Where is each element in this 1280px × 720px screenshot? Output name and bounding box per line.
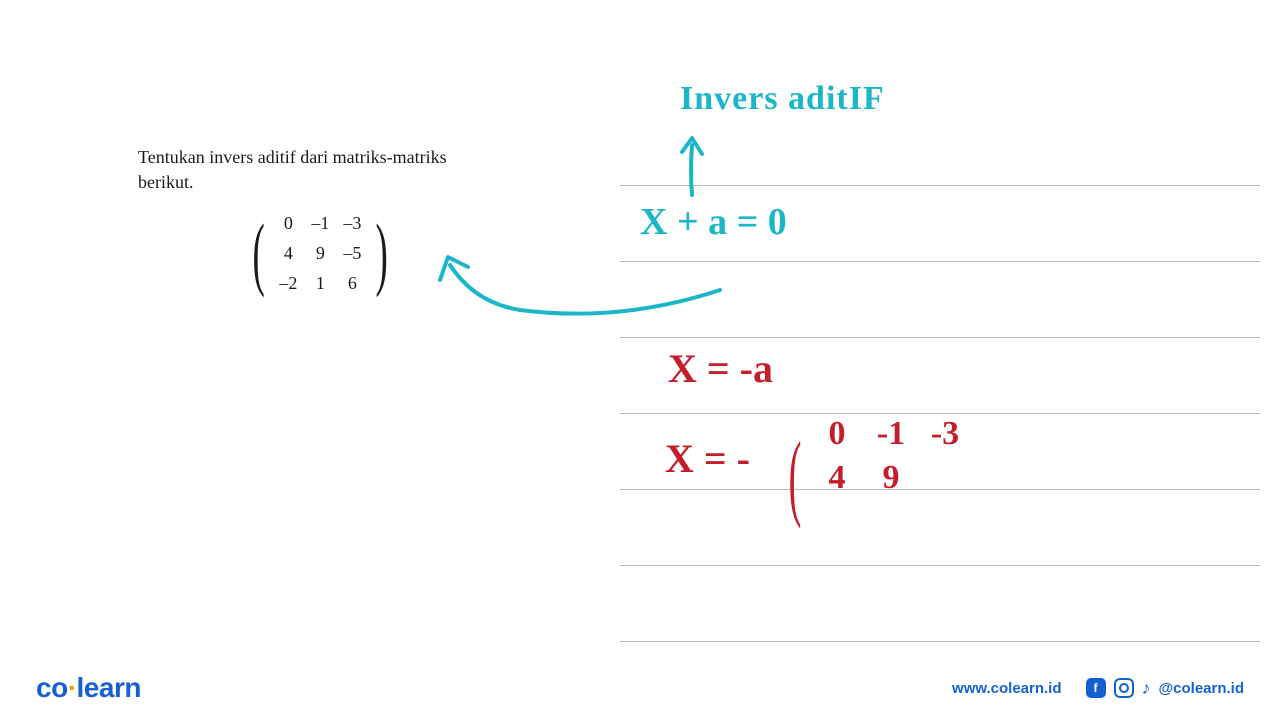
matrix-cell: –3 [336,213,368,234]
matrix-cell: 4 [272,243,304,264]
matrix-cell: 0 [272,213,304,234]
hand-arrow-up-icon [674,130,714,200]
facebook-icon: f [1086,678,1106,698]
footer-url: www.colearn.id [952,680,1061,697]
matrix-left-paren: ( [253,216,265,290]
rule-line [620,185,1260,186]
hand-eq1: X + a = 0 [640,200,787,244]
matrix-cell: 6 [336,273,368,294]
problem-matrix: ( 0 –1 –3 4 9 –5 –2 1 6 ) [245,208,396,298]
problem-block: Tentukan invers aditif dari matriks-matr… [138,145,518,195]
matrix-cell: –5 [336,243,368,264]
matrix-cell: 1 [304,273,336,294]
logo-prefix: co [36,672,68,703]
rule-line [620,413,1260,414]
rule-line [620,337,1260,338]
hand-eq3-prefix: X = - [665,435,750,482]
footer: co·learn www.colearn.id f ♪ @colearn.id [0,672,1280,704]
matrix-cell: 0 [810,415,864,459]
matrix-cell: -3 [918,415,972,459]
rule-line [620,641,1260,642]
logo-dot-icon: · [68,672,77,703]
tiktok-icon: ♪ [1142,678,1151,699]
footer-right: www.colearn.id f ♪ @colearn.id [952,678,1244,699]
hand-title: Invers aditIF [680,80,885,118]
social-icons: f ♪ @colearn.id [1086,678,1244,699]
matrix-cell: –2 [272,273,304,294]
hand-curve-arrow-icon [420,245,730,325]
instagram-icon [1114,678,1134,698]
problem-line-1: Tentukan invers aditif dari matriks-matr… [138,145,518,170]
problem-line-2: berikut. [138,170,518,195]
matrix-cell: 4 [810,459,864,503]
matrix-right-paren: ) [376,216,388,290]
hand-eq2: X = -a [668,345,773,392]
matrix-cell [918,459,972,503]
matrix-cell: -1 [864,415,918,459]
matrix-cells: 0 –1 –3 4 9 –5 –2 1 6 [272,208,368,298]
footer-handle: @colearn.id [1159,680,1244,697]
logo-suffix: learn [77,672,141,703]
brand-logo: co·learn [36,672,141,704]
rule-line [620,565,1260,566]
matrix-cell: –1 [304,213,336,234]
hand-red-matrix: 0 -1 -3 4 9 [790,415,972,503]
matrix-cell: 9 [304,243,336,264]
matrix-cell: 9 [864,459,918,503]
